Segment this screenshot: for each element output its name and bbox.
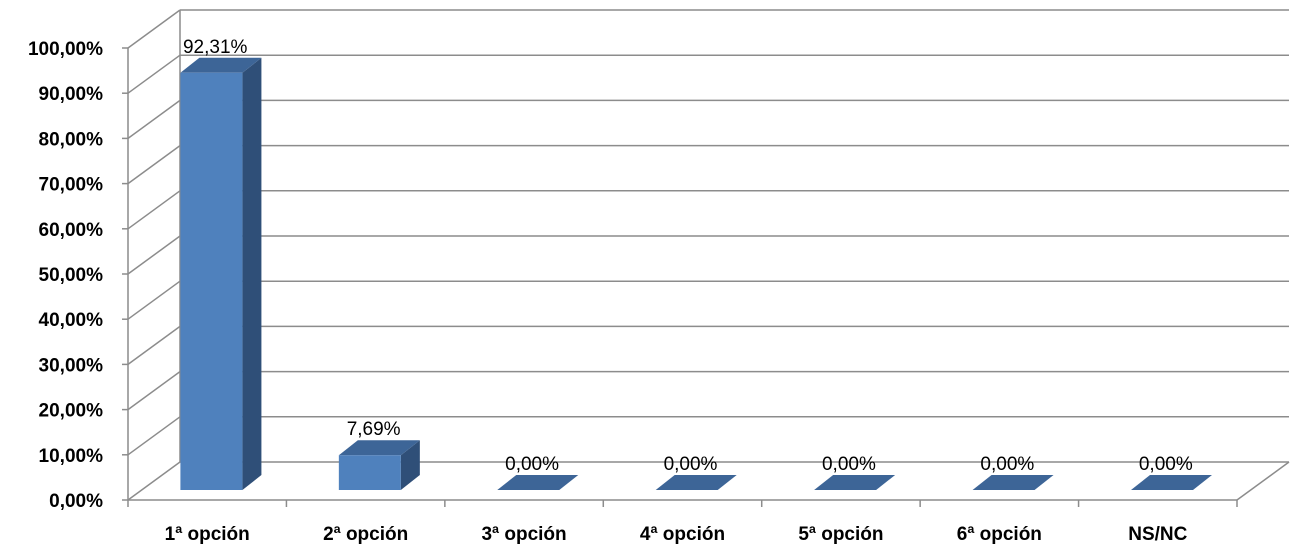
y-tick-label: 90,00%	[39, 84, 104, 105]
y-tick-label: 30,00%	[39, 355, 104, 376]
bar-top-face	[972, 475, 1054, 490]
bar-front-face	[338, 455, 401, 490]
bar-6	[972, 475, 1054, 490]
bar-top-face	[814, 475, 896, 490]
bar-5	[814, 475, 896, 490]
y-tick-label: 60,00%	[39, 220, 104, 241]
gridline-side-0	[127, 461, 181, 501]
bar-top-face	[655, 475, 737, 490]
gridline-side-6	[127, 190, 181, 230]
x-tick-label: 3ª opción	[481, 524, 566, 545]
gridlines	[127, 9, 1289, 501]
x-axis-tick-labels: 1ª opción 2ª opción 3ª opción 4ª opción 5ª o…	[165, 524, 1188, 545]
bar-2	[338, 440, 420, 490]
x-tick-label: NS/NC	[1128, 524, 1187, 545]
y-tick-label: 10,00%	[39, 446, 104, 467]
gridline-side-8	[127, 99, 181, 140]
y-axis-tick-labels: 0,00% 10,00% 20,00% 30,00% 40,00% 50,00% 60,00…	[28, 39, 103, 512]
gridline-side-10	[127, 9, 181, 49]
data-label: 7,69%	[347, 419, 401, 440]
y-tick-label: 80,00%	[39, 129, 104, 150]
gridline-side-2	[127, 370, 181, 411]
y-tick-label: 100,00%	[28, 39, 103, 60]
x-tick-label: 1ª opción	[165, 524, 250, 545]
x-tick-label: 6ª opción	[957, 524, 1042, 545]
bar-side-face	[242, 57, 262, 491]
data-label: 0,00%	[664, 454, 718, 475]
x-tick-label: 4ª opción	[640, 524, 725, 545]
gridline-side-1	[127, 416, 181, 456]
data-label: 92,31%	[183, 37, 248, 58]
x-tick-label: 2ª opción	[323, 524, 408, 545]
bar-top-face	[1130, 475, 1212, 490]
y-tick-label: 40,00%	[39, 310, 104, 331]
axes	[122, 10, 1290, 507]
y-tick-label: 0,00%	[49, 491, 103, 512]
data-label: 0,00%	[980, 454, 1034, 475]
bar-4	[655, 475, 737, 490]
y-tick-label: 20,00%	[39, 401, 104, 422]
y-tick-label: 50,00%	[39, 265, 104, 286]
bar-front-face	[180, 72, 243, 491]
y-tick-label: 70,00%	[39, 175, 104, 196]
bar-side-face	[400, 440, 420, 490]
bar-top-face	[338, 440, 420, 456]
data-label: 0,00%	[505, 454, 559, 475]
gridline-side-9	[127, 54, 181, 94]
x-tick-label: 5ª opción	[798, 524, 883, 545]
bars	[180, 57, 1212, 491]
data-label: 0,00%	[1139, 454, 1193, 475]
bar-top-face	[497, 475, 579, 490]
gridline-side-7	[127, 144, 181, 185]
bar-top-face	[180, 57, 262, 73]
bar-3	[497, 475, 579, 490]
bar-1	[180, 57, 262, 491]
gridline-side-5	[127, 235, 181, 275]
bar-7	[1130, 475, 1212, 490]
gridline-side-4	[127, 280, 181, 320]
data-labels: 92,31% 7,69% 0,00% 0,00% 0,00% 0,00% 0,00%	[183, 37, 1193, 475]
data-label: 0,00%	[822, 454, 876, 475]
gridline-side-3	[127, 325, 181, 366]
floor-right-edge	[1236, 461, 1290, 501]
